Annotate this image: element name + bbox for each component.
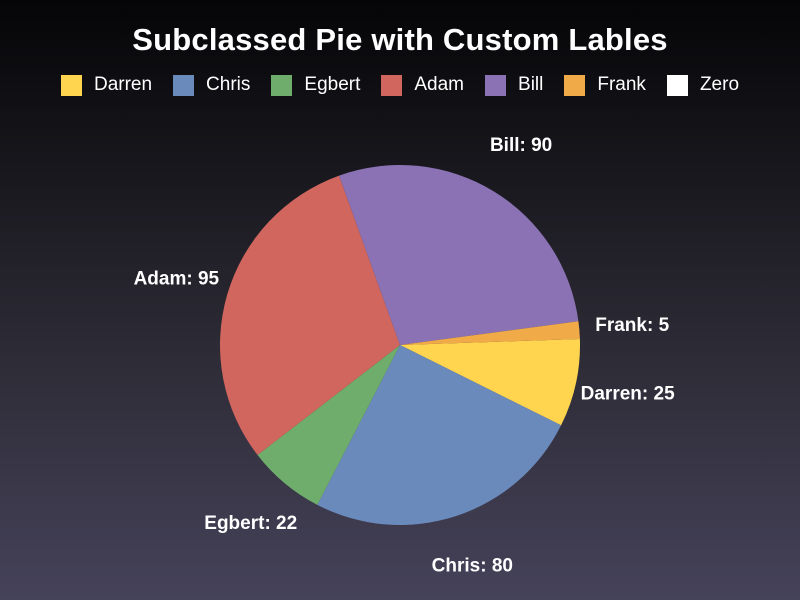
legend-label-zero: Zero	[699, 74, 740, 95]
legend-item-bill[interactable]: Bill	[485, 74, 543, 96]
legend-label-adam: Adam	[414, 74, 465, 95]
chart-legend: Darren Chris Egbert Adam Bill Frank Zero	[0, 74, 800, 96]
legend-swatch-egbert	[271, 74, 293, 96]
slice-label-darren: Darren: 25	[581, 384, 675, 405]
legend-item-adam[interactable]: Adam	[381, 74, 464, 96]
legend-swatch-darren	[60, 74, 82, 96]
slice-label-frank: Frank: 5	[595, 315, 669, 336]
legend-item-chris[interactable]: Chris	[173, 74, 250, 96]
slice-label-adam: Adam: 95	[134, 269, 220, 290]
legend-label-chris: Chris	[206, 74, 251, 95]
legend-swatch-zero	[666, 74, 688, 96]
legend-swatch-adam	[381, 74, 403, 96]
pie-slice-egbert[interactable]	[257, 345, 400, 505]
legend-label-frank: Frank	[597, 74, 646, 95]
slice-label-egbert: Egbert: 22	[204, 513, 297, 534]
legend-swatch-frank	[564, 74, 586, 96]
legend-label-darren: Darren	[93, 74, 153, 95]
legend-swatch-bill	[485, 74, 507, 96]
pie-slice-adam[interactable]	[220, 175, 400, 455]
chart-title: Subclassed Pie with Custom Lables	[132, 22, 668, 57]
legend-item-frank[interactable]: Frank	[564, 74, 646, 96]
pie-slice-chris[interactable]	[317, 345, 562, 525]
legend-item-zero[interactable]: Zero	[666, 74, 740, 96]
legend-swatch-chris	[173, 74, 195, 96]
legend-label-egbert: Egbert	[304, 74, 361, 95]
legend-item-egbert[interactable]: Egbert	[271, 74, 360, 96]
pie-slice-bill[interactable]	[339, 165, 579, 345]
pie-slice-frank[interactable]	[400, 321, 580, 345]
legend-item-darren[interactable]: Darren	[60, 74, 153, 96]
pie-slice-darren[interactable]	[400, 339, 581, 426]
legend-label-bill: Bill	[518, 74, 544, 95]
slice-label-chris: Chris: 80	[432, 556, 513, 577]
slice-label-bill: Bill: 90	[490, 135, 552, 156]
